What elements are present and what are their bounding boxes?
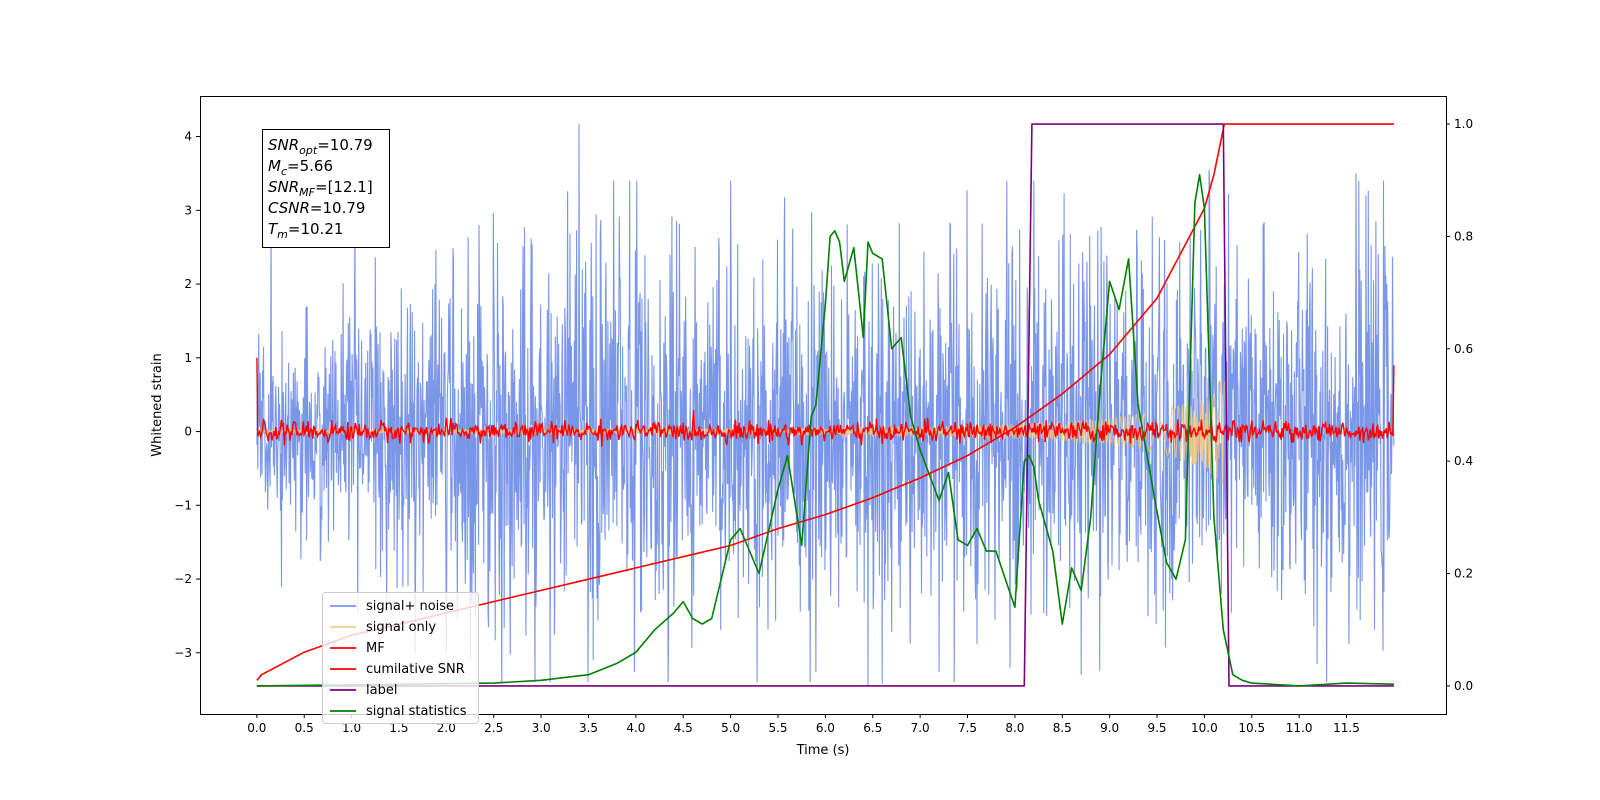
legend-label: cumilative SNR xyxy=(366,662,465,677)
x-tick-label: 0.0 xyxy=(247,721,266,735)
annotation-frame xyxy=(262,129,390,248)
legend-label: MF xyxy=(366,641,385,656)
annotation-value: =10.79 xyxy=(317,136,373,154)
annotation-line: Mc=5.66 xyxy=(268,157,333,178)
x-tick-label: 3.0 xyxy=(532,721,551,735)
annotation-variable: T xyxy=(268,220,279,238)
series-signal-statistics xyxy=(256,173,1394,687)
y-tick-label-right: 0.2 xyxy=(1454,567,1473,581)
annotation-variable: SNR xyxy=(268,178,299,196)
x-tick-label: 8.5 xyxy=(1053,721,1072,735)
x-axis-label: Time (s) xyxy=(796,743,850,758)
annotation-line: CSNR=10.79 xyxy=(268,199,365,217)
annotation-line: Tm=10.21 xyxy=(268,220,343,241)
series-label xyxy=(256,123,1394,687)
series-mf xyxy=(256,357,1395,447)
x-tick-label: 3.5 xyxy=(579,721,598,735)
x-tick-label: 0.5 xyxy=(295,721,314,735)
x-tick-label: 5.5 xyxy=(768,721,787,735)
y-tick-label-left: 2 xyxy=(184,277,192,291)
y-tick-label-left: −3 xyxy=(174,646,192,660)
x-tick-label: 11.0 xyxy=(1286,721,1313,735)
y-tick-label-right: 0.4 xyxy=(1454,454,1473,468)
y-tick-label-left: 3 xyxy=(184,203,192,217)
x-tick-label: 5.0 xyxy=(721,721,740,735)
x-tick-label: 9.5 xyxy=(1147,721,1166,735)
x-tick-label: 7.0 xyxy=(911,721,930,735)
legend-label: signal only xyxy=(366,620,436,635)
x-tick-label: 7.5 xyxy=(958,721,977,735)
y-tick-label-left: 1 xyxy=(184,351,192,365)
y-tick-label-left: −1 xyxy=(174,498,192,512)
annotation-value: =5.66 xyxy=(287,157,333,175)
annotation-value: =[12.1] xyxy=(315,178,373,196)
y-tick-label-left: 4 xyxy=(184,130,192,144)
x-tick-label: 6.0 xyxy=(816,721,835,735)
y-tick-label-right: 0.0 xyxy=(1454,679,1473,693)
legend-label: label xyxy=(366,683,397,698)
annotation-variable: M xyxy=(268,157,281,175)
x-tick-label: 4.5 xyxy=(674,721,693,735)
legend-label: signal+ noise xyxy=(366,599,454,614)
annotation-value: =10.79 xyxy=(310,199,366,217)
x-tick-label: 4.0 xyxy=(626,721,645,735)
annotation-value: =10.21 xyxy=(288,220,344,238)
x-tick-label: 2.0 xyxy=(437,721,456,735)
annotation-subscript: c xyxy=(281,165,287,178)
y-axis-label: Whitened strain xyxy=(150,353,165,456)
x-tick-label: 11.5 xyxy=(1333,721,1360,735)
annotation-box: SNRopt=10.79Mc=5.66SNRMF=[12.1]CSNR=10.7… xyxy=(262,129,390,248)
legend: signal+ noise signal only MF cumilative SNR… xyxy=(322,592,479,724)
x-tick-label: 8.0 xyxy=(1005,721,1024,735)
y-tick-label-right: 0.8 xyxy=(1454,229,1473,243)
annotation-subscript: m xyxy=(277,228,288,241)
x-tick-label: 10.0 xyxy=(1191,721,1218,735)
annotation-line: SNRopt=10.79 xyxy=(268,136,373,157)
x-tick-label: 9.0 xyxy=(1100,721,1119,735)
annotation-variable: SNR xyxy=(268,136,299,154)
annotation-line: SNRMF=[12.1] xyxy=(268,178,373,199)
x-tick-label: 10.5 xyxy=(1238,721,1265,735)
annotation-subscript: MF xyxy=(299,186,315,199)
annotation-variable: CSNR xyxy=(268,199,310,217)
y-tick-label-left: 0 xyxy=(184,425,192,439)
x-tick-label: 6.5 xyxy=(863,721,882,735)
y-tick-label-right: 0.6 xyxy=(1454,342,1473,356)
legend-label: signal statistics xyxy=(366,704,467,719)
annotation-subscript: opt xyxy=(299,144,318,157)
x-tick-label: 1.0 xyxy=(342,721,361,735)
plot-frame xyxy=(200,96,1447,715)
y-tick-label-right: 1.0 xyxy=(1454,117,1473,131)
y-tick-label-left: −2 xyxy=(174,572,192,586)
x-tick-label: 2.5 xyxy=(484,721,503,735)
x-tick-label: 1.5 xyxy=(389,721,408,735)
legend-frame xyxy=(322,592,479,724)
